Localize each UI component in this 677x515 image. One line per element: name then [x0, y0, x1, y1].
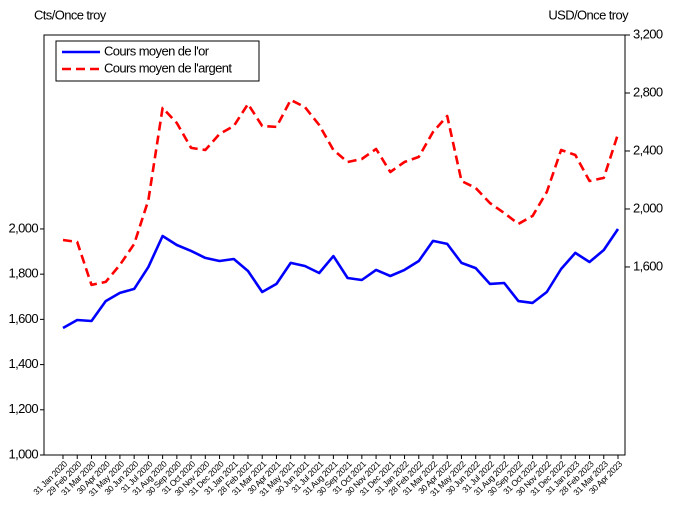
y-tick-label: 2,000 [8, 220, 38, 235]
y-tick-label: 1,000 [8, 446, 38, 461]
y2-tick-label: 2,400 [633, 142, 663, 157]
series-line [62, 228, 620, 330]
y-tick-label: 1,600 [8, 311, 38, 326]
plot-frame [43, 34, 626, 456]
y-tick-label: 1,800 [8, 266, 38, 281]
legend-box [55, 40, 260, 82]
y-axis-label: Cts/Once troy [34, 7, 107, 22]
y2-tick-label: 2,800 [633, 84, 663, 99]
legend-label: Cours moyen de l'or [104, 43, 210, 58]
legend: Cours moyen de l'or Cours moyen de l'arge… [55, 40, 260, 82]
y2-tick-label: 2,000 [633, 200, 663, 215]
y-tick-label: 1,400 [8, 356, 38, 371]
y2-axis-label: USD/Once troy [548, 7, 629, 22]
series-line [62, 98, 620, 287]
legend-label: Cours moyen de l'argent [104, 60, 232, 75]
y-tick-label: 1,200 [8, 401, 38, 416]
y2-tick-label: 1,600 [633, 258, 663, 273]
y2-tick-label: 3,200 [633, 26, 663, 41]
